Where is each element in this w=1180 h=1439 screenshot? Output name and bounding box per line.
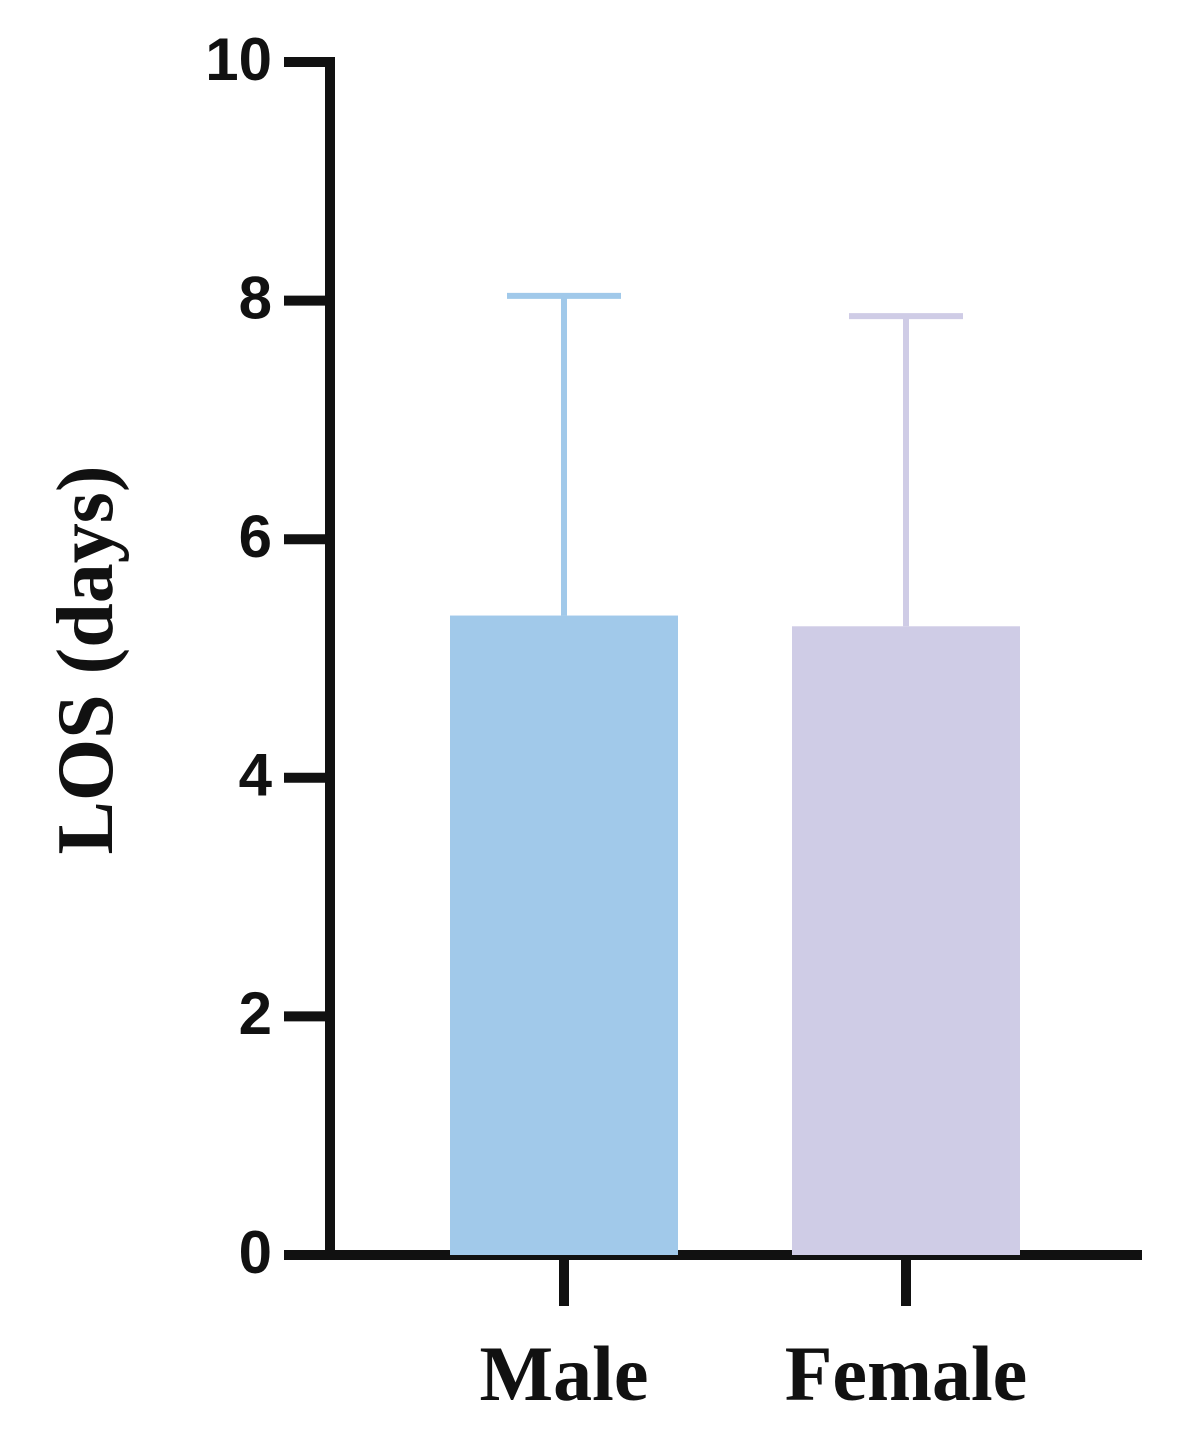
y-tick-label: 8 <box>239 264 272 331</box>
x-tick-label: Male <box>480 1330 649 1417</box>
bar <box>792 626 1020 1255</box>
y-tick-label: 10 <box>205 26 272 93</box>
y-axis-label: LOS (days) <box>42 466 130 855</box>
y-tick-label: 4 <box>239 742 273 809</box>
y-tick-label: 0 <box>239 1219 272 1286</box>
y-tick-label: 6 <box>239 503 272 570</box>
bar <box>450 615 678 1255</box>
x-tick-label: Female <box>785 1330 1028 1417</box>
y-tick-label: 2 <box>239 980 272 1047</box>
